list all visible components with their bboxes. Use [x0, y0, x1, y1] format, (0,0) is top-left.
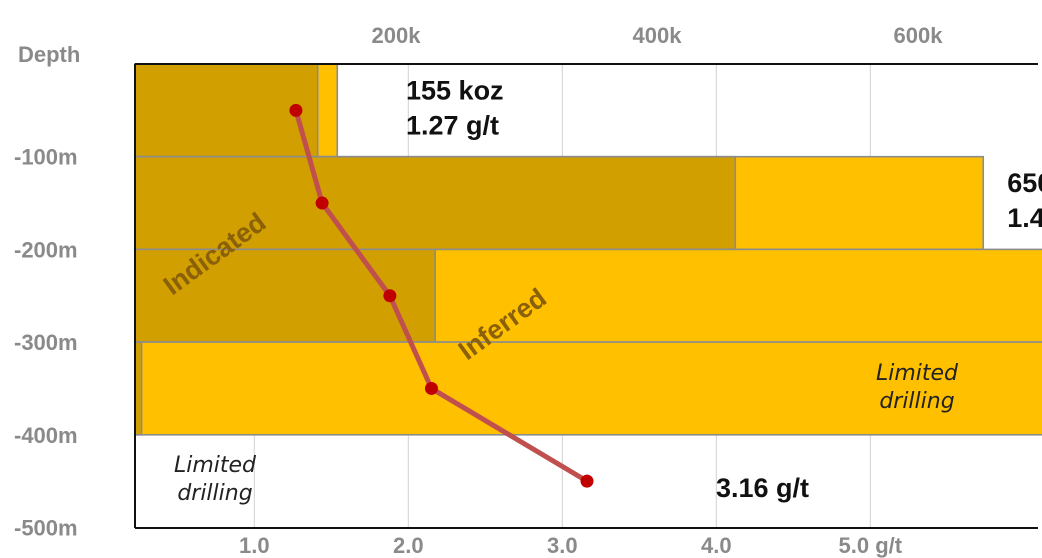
bar-inferred-4: [134, 341, 1042, 436]
bar-ounces-label: 155 koz: [406, 75, 504, 105]
x-top-tick-label: 200k: [372, 23, 422, 48]
y-tick-labels: -100m -200m -300m -400m -500m: [14, 145, 78, 541]
grade-marker-2: [315, 196, 329, 210]
x-bottom-tick-label: 5.0 g/t: [839, 533, 903, 558]
bar-ounces-label: 650 koz: [1007, 168, 1042, 198]
grade-marker-3: [383, 289, 397, 303]
y-tick-label: -300m: [14, 330, 78, 355]
x-bottom-tick-label: 1.0: [239, 533, 270, 558]
x-top-tick-label: 600k: [894, 23, 944, 48]
deep-grade-label: 3.16 g/t: [716, 473, 809, 503]
y-axis-title: Depth: [18, 42, 80, 67]
limited-drilling-right-line2: drilling: [879, 389, 954, 414]
x-top-tick-label: 400k: [633, 23, 683, 48]
y-tick-label: -500m: [14, 516, 78, 541]
limited-drilling-right-line1: Limited: [876, 361, 959, 386]
bar-grade-label: 1.27 g/t: [406, 110, 499, 140]
y-tick-label: -200m: [14, 237, 78, 262]
grade-marker-5: [580, 474, 594, 488]
x-bottom-tick-label: 4.0: [701, 533, 732, 558]
x-bottom-tick-label: 3.0: [547, 533, 578, 558]
y-tick-label: -100m: [14, 145, 78, 170]
limited-drilling-left-line1: Limited: [174, 453, 257, 478]
limited-drilling-left-line2: drilling: [177, 481, 252, 506]
x-top-tick-labels: 200k400k600k800k1000k oz: [372, 23, 944, 48]
bar-indicated-2: [134, 155, 737, 251]
x-bottom-tick-label: 2.0: [393, 533, 424, 558]
grade-marker-1: [289, 103, 303, 117]
y-tick-label: -400m: [14, 423, 78, 448]
bar-grade-label: 1.44 g/t: [1007, 203, 1042, 233]
x-bottom-tick-labels: 1.0 2.0 3.0 4.0 5.0 g/t: [239, 533, 903, 558]
plot-frame: [134, 63, 1038, 529]
grade-marker-4: [424, 381, 438, 395]
grade-series: [289, 103, 594, 488]
